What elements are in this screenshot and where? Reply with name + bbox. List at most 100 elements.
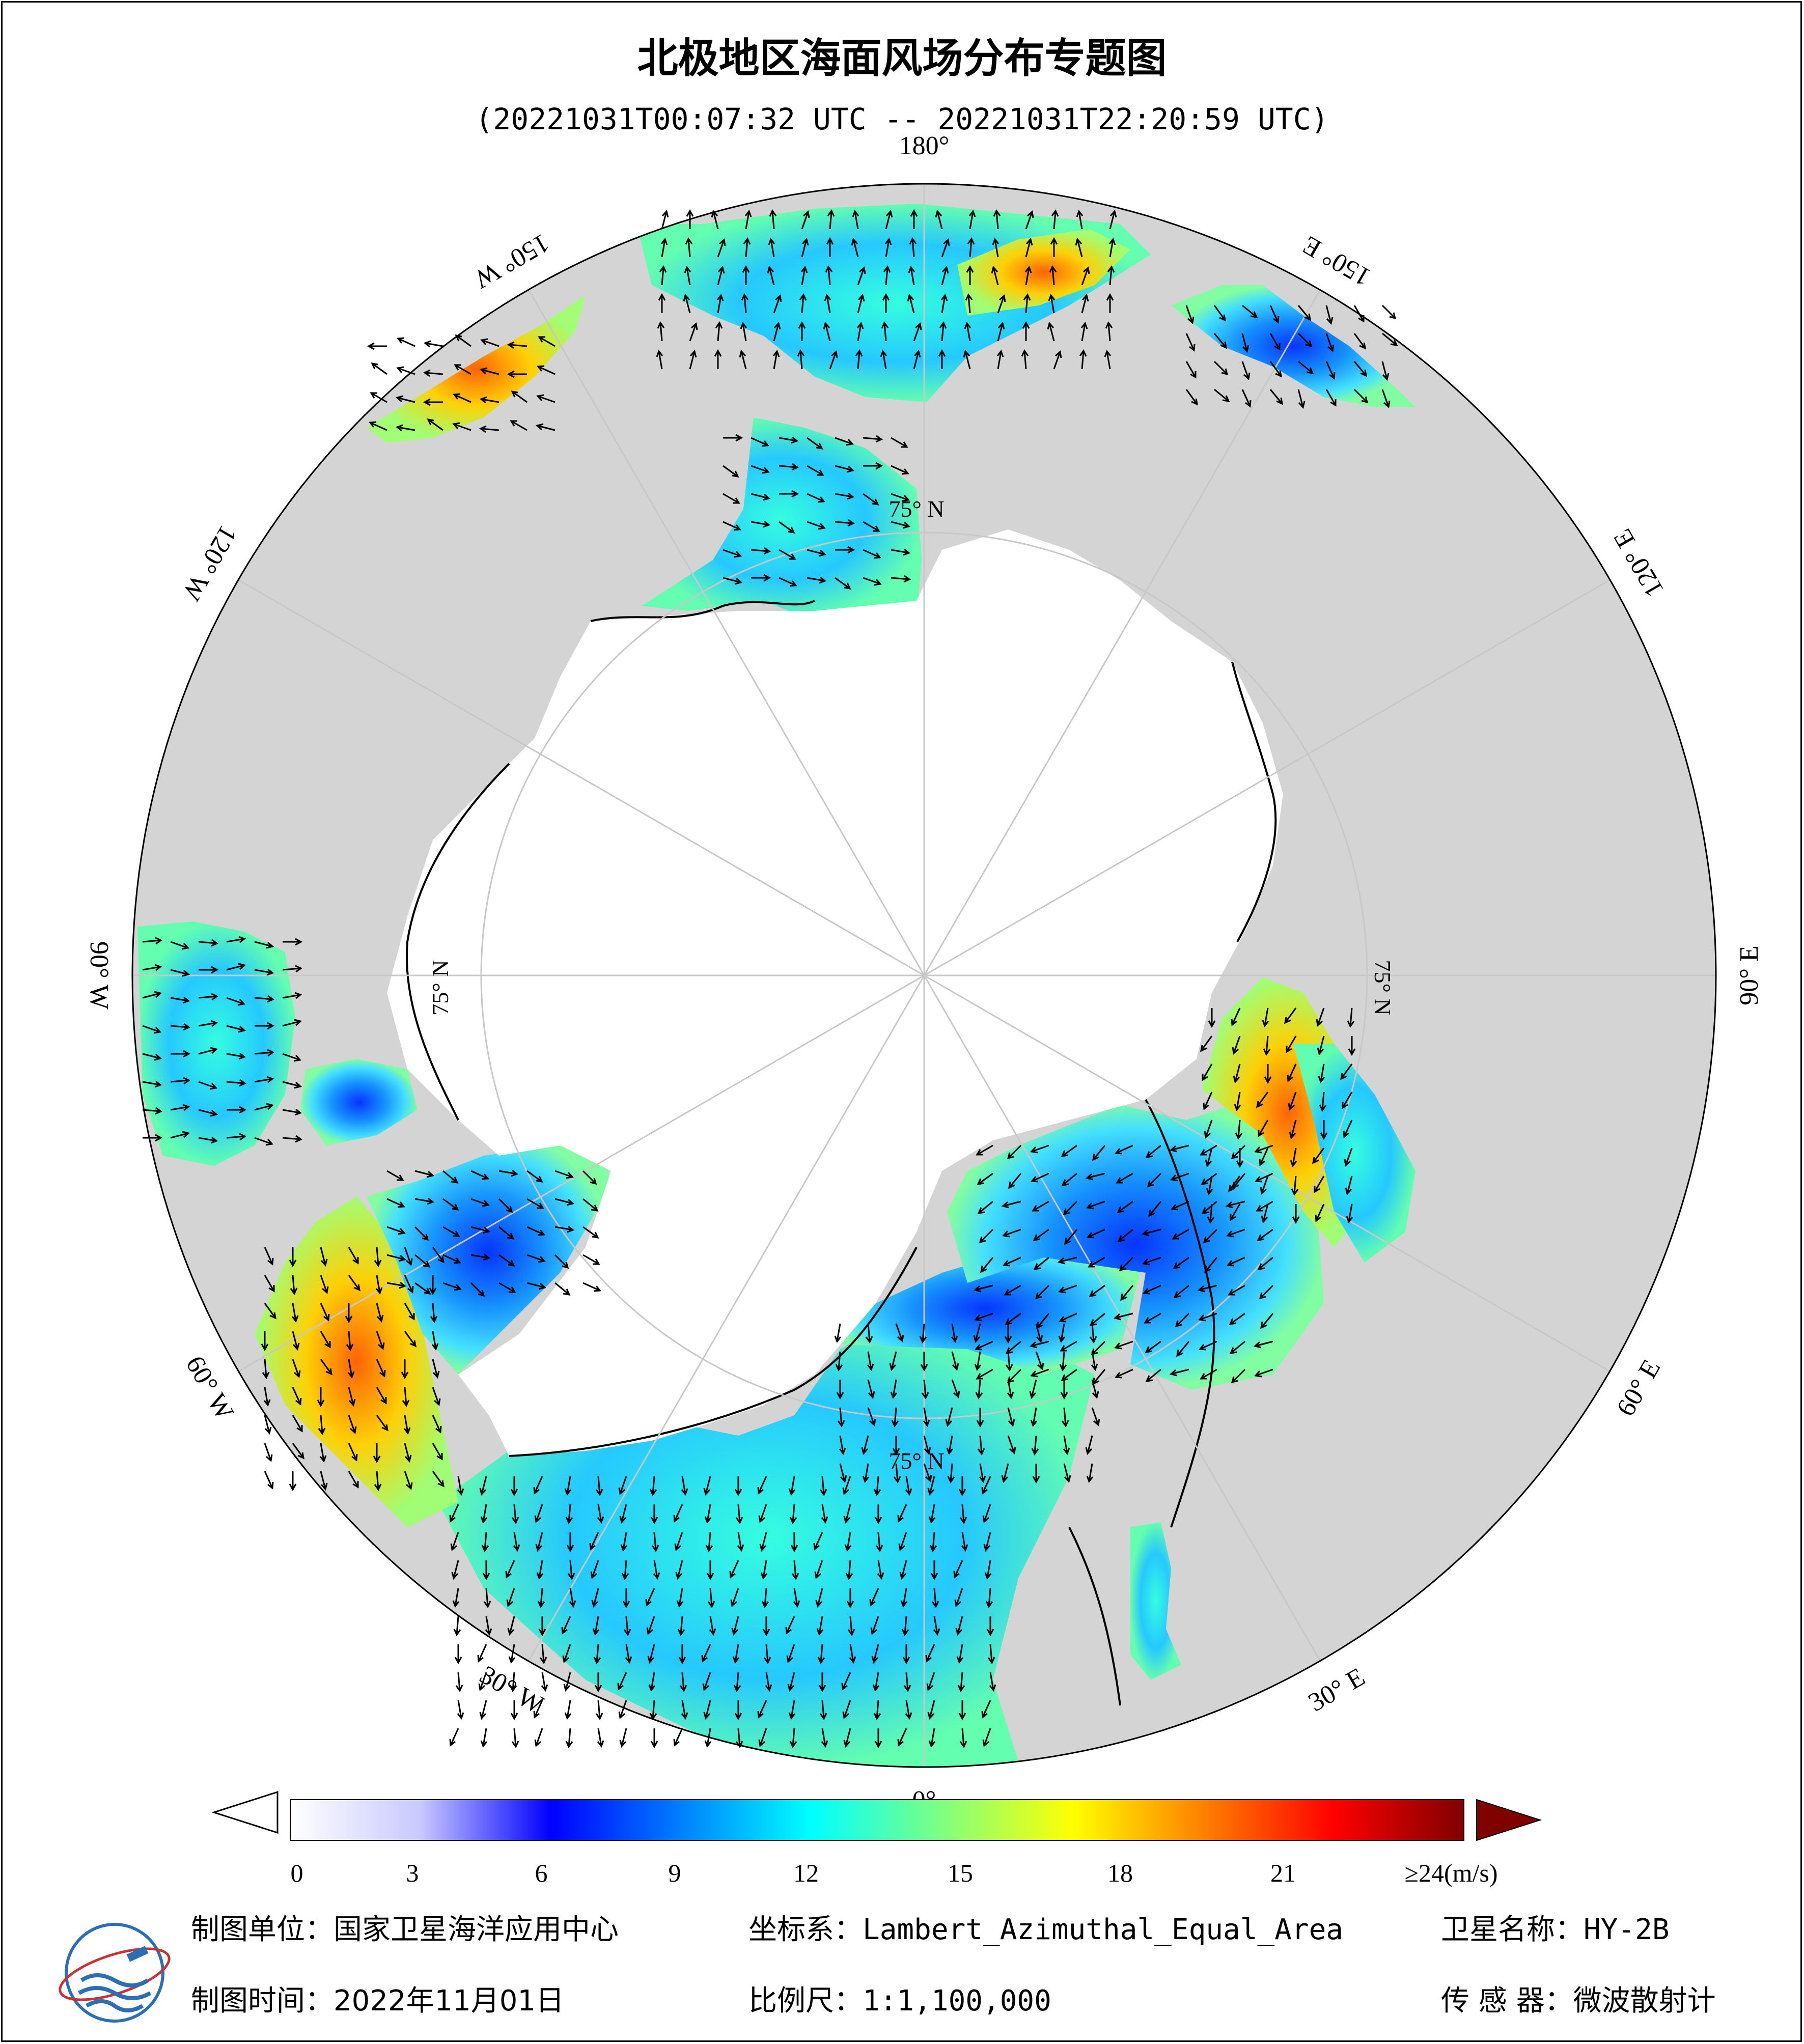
wind-arrow — [1213, 305, 1226, 322]
wind-arrow — [928, 1504, 936, 1524]
wind-arrow — [684, 265, 691, 286]
wind-arrow — [170, 996, 190, 1004]
wind-arrow — [453, 1616, 461, 1637]
wind-arrow — [954, 1588, 963, 1607]
wind-arrow — [226, 1052, 246, 1060]
wind-arrow — [1141, 1228, 1161, 1237]
wind-arrow — [675, 1560, 683, 1580]
wind-arrow — [1115, 1144, 1133, 1155]
wind-arrow — [681, 1476, 688, 1496]
wind-arrow — [1297, 389, 1306, 409]
wind-arrow — [511, 1504, 519, 1525]
wind-arrow — [1116, 1172, 1133, 1184]
wind-arrow — [1203, 1091, 1213, 1110]
wind-arrow — [1381, 361, 1390, 381]
wind-arrow — [1185, 333, 1196, 352]
wind-arrow — [863, 521, 880, 532]
wind-region-bering-north — [957, 229, 1130, 316]
wind-arrow — [751, 574, 771, 582]
wind-arrow — [1325, 361, 1336, 380]
wind-arrow — [997, 321, 1005, 342]
wind-arrow — [374, 1247, 382, 1268]
wind-arrow — [739, 349, 747, 370]
wind-arrow — [1107, 265, 1115, 286]
wind-arrow — [226, 1025, 246, 1033]
wind-arrow — [143, 1134, 163, 1142]
wind-arrow — [592, 1616, 600, 1636]
wind-arrow — [1346, 1203, 1353, 1224]
colorbar-max-label: ≥24 — [1404, 1859, 1444, 1887]
wind-arrow — [1169, 1368, 1189, 1377]
wind-arrow — [1314, 1175, 1325, 1193]
colorbar-unit: (m/s) — [1444, 1859, 1498, 1887]
wind-arrow — [404, 1247, 413, 1266]
wind-arrow — [801, 237, 809, 258]
wind-arrow — [453, 393, 471, 403]
wind-arrow — [751, 520, 771, 528]
wind-arrow — [649, 1476, 657, 1497]
wind-arrow — [991, 265, 999, 286]
wind-arrow — [526, 1254, 546, 1263]
wind-arrow — [723, 549, 742, 558]
wind-arrow — [740, 321, 747, 342]
wind-arrow — [861, 1435, 869, 1455]
lon-label: 180° — [899, 131, 950, 160]
colorbar-tick: 18 — [1107, 1859, 1133, 1887]
wind-arrow — [929, 1532, 937, 1553]
wind-arrow — [1087, 1228, 1105, 1239]
wind-arrow — [842, 1700, 851, 1719]
wind-arrow — [892, 1436, 900, 1456]
wind-arrow — [1029, 1379, 1037, 1399]
wind-arrow — [170, 1104, 190, 1111]
wind-arrow — [891, 465, 909, 475]
wind-arrow — [1260, 1313, 1274, 1329]
wind-arrow — [1061, 1144, 1077, 1157]
wind-arrow — [621, 1560, 629, 1581]
wind-arrow — [442, 1226, 460, 1237]
wind-arrow — [582, 1198, 599, 1212]
wind-arrow — [582, 1226, 599, 1239]
wind-arrow — [819, 1476, 827, 1497]
wind-arrow — [569, 1588, 576, 1608]
wind-arrow — [449, 1728, 459, 1747]
wind-arrow — [890, 1379, 898, 1399]
wind-arrow — [1213, 333, 1227, 349]
colorbar-tick: 9 — [668, 1859, 681, 1887]
wind-arrow — [843, 1728, 851, 1748]
wind-arrow — [1086, 1463, 1094, 1483]
wind-arrow — [656, 349, 663, 370]
wind-arrow — [1284, 1007, 1297, 1024]
wind-arrow — [883, 265, 891, 286]
wind-arrow — [875, 1532, 883, 1553]
wind-arrow — [498, 1226, 515, 1240]
wind-arrow — [980, 1257, 994, 1273]
wind-arrow — [1290, 1147, 1297, 1168]
wind-arrow — [841, 1672, 851, 1691]
wind-arrow — [1063, 1200, 1078, 1216]
wind-arrow — [730, 1588, 739, 1607]
wind-arrow — [966, 265, 974, 285]
wind-arrow — [734, 1700, 742, 1721]
wind-arrow — [317, 1387, 325, 1408]
wind-arrow — [1091, 1407, 1100, 1426]
wind-arrow — [899, 1560, 907, 1580]
wind-arrow — [958, 1476, 966, 1497]
wind-arrow — [264, 1275, 275, 1293]
wind-arrow — [681, 1700, 688, 1720]
wind-arrow — [827, 209, 835, 230]
wind-arrow — [773, 294, 782, 314]
wind-arrow — [563, 1672, 571, 1692]
wind-arrow — [283, 938, 303, 946]
wind-arrow — [751, 437, 769, 447]
wind-arrow — [758, 1728, 767, 1747]
wind-arrow — [1075, 237, 1083, 258]
wind-arrow — [1318, 1063, 1325, 1084]
wind-arrow — [1203, 1228, 1218, 1244]
wind-arrow — [717, 265, 725, 286]
wind-arrow — [536, 1560, 544, 1580]
wind-arrow — [507, 370, 527, 378]
colorbar-tick: 12 — [793, 1859, 819, 1887]
lon-label: 60° W — [180, 1351, 239, 1424]
wind-arrow — [908, 265, 915, 286]
